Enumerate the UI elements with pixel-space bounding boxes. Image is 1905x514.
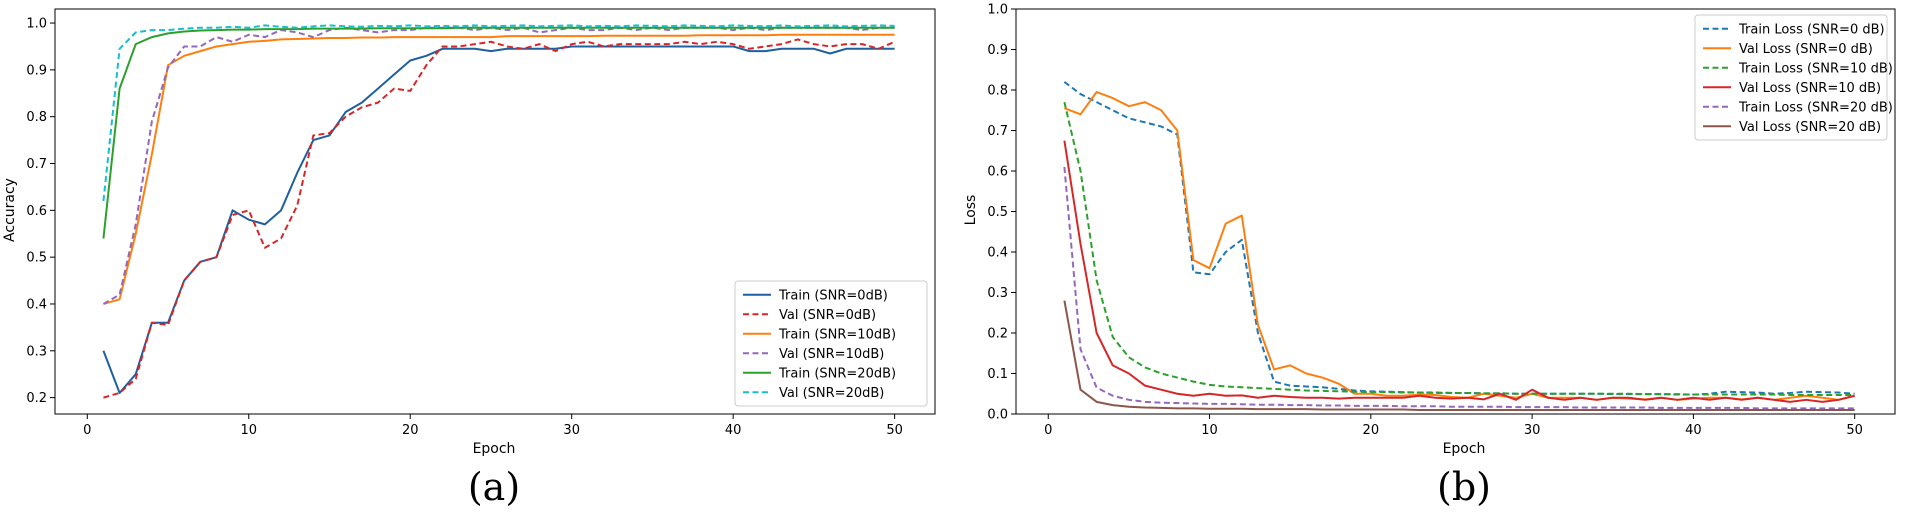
loss-x-tick-label: 30: [1524, 423, 1541, 438]
loss-legend: Train Loss (SNR=0 dB) Val Loss (SNR=0 dB)…: [1694, 14, 1893, 141]
accuracy-legend-label: Train (SNR=0dB): [778, 288, 888, 303]
loss-y-tick-label: 0.6: [987, 165, 1008, 180]
accuracy-legend: Train (SNR=0dB) Val (SNR=0dB) Train (SNR=1…: [734, 280, 928, 407]
accuracy-y-tick-label: 0.7: [26, 157, 47, 172]
accuracy-y-axis-label: Accuracy: [2, 178, 18, 242]
accuracy-series-6-line: [102, 24, 895, 202]
loss-series-3-line: [1063, 101, 1855, 396]
loss-legend-label: Val Loss (SNR=20 dB): [1739, 120, 1881, 135]
accuracy-x-tick-label: 50: [886, 423, 903, 438]
accuracy-legend-label: Train (SNR=20dB): [778, 366, 896, 381]
accuracy-y-tick-label: 0.3: [26, 344, 47, 359]
loss-y-axis-label: Loss: [963, 195, 979, 226]
loss-panel-caption: (b): [1437, 465, 1491, 509]
loss-y-tick-label: 0.1: [987, 367, 1008, 382]
loss-x-tick-label: 20: [1363, 423, 1380, 438]
loss-y-tick-label: 0.8: [987, 84, 1008, 99]
loss-legend-label: Train Loss (SNR=0 dB): [1738, 22, 1885, 37]
accuracy-y-tick-label: 0.8: [26, 110, 47, 125]
loss-y-tick-label: 1.0: [987, 3, 1008, 18]
loss-y-tick-label: 0.9: [987, 43, 1008, 58]
accuracy-axes-frame: [54, 8, 936, 415]
loss-legend-label: Train Loss (SNR=20 dB): [1738, 100, 1893, 115]
accuracy-x-tick-label: 10: [240, 423, 257, 438]
accuracy-y-tick-label: 0.6: [26, 204, 47, 219]
loss-x-tick-label: 10: [1201, 423, 1218, 438]
loss-x-tick-label: 40: [1685, 423, 1702, 438]
accuracy-legend-box: [734, 280, 928, 407]
accuracy-legend-label: Val (SNR=10dB): [779, 347, 884, 362]
accuracy-x-tick-label: 40: [725, 423, 742, 438]
loss-y-tick-label: 0.5: [987, 205, 1008, 220]
accuracy-legend-label: Train (SNR=10dB): [778, 327, 896, 342]
accuracy-y-tick-label: 1.0: [26, 17, 47, 32]
loss-y-tick-label: 0.2: [987, 327, 1008, 342]
accuracy-y-tick-label: 0.9: [26, 63, 47, 78]
loss-legend-label: Train Loss (SNR=10 dB): [1738, 61, 1893, 76]
loss-series-6-line: [1063, 300, 1855, 411]
loss-y-tick-label: 0.0: [987, 408, 1008, 423]
accuracy-x-tick-label: 30: [563, 423, 580, 438]
accuracy-x-tick-label: 20: [402, 423, 419, 438]
loss-x-tick-label: 50: [1846, 423, 1863, 438]
accuracy-legend-label: Val (SNR=20dB): [779, 386, 884, 401]
accuracy-y-tick-label: 0.4: [26, 297, 47, 312]
accuracy-series-1-line: [102, 45, 895, 394]
accuracy-x-tick-label: 0: [83, 423, 91, 438]
accuracy-chart-panel: Accuracy Epoch (a) 0 10 20 30 40 50 0.2 0.3 0.4 0…: [2, 8, 936, 509]
loss-plot-area: [1063, 81, 1855, 411]
loss-y-tick-label: 0.3: [987, 286, 1008, 301]
loss-series-5-line: [1063, 166, 1855, 410]
loss-series-4-line: [1063, 140, 1855, 403]
loss-y-tick-label: 0.7: [987, 124, 1008, 139]
loss-y-tick-label: 0.4: [987, 246, 1008, 261]
accuracy-series-4-line: [102, 26, 895, 305]
loss-chart-panel: Loss Epoch (b) 0 10 20 30 40 50 0.0 0.1 0.2 0.3 0.…: [963, 3, 1896, 509]
accuracy-y-tick-label: 0.2: [26, 391, 47, 406]
accuracy-panel-caption: (a): [468, 465, 520, 509]
loss-x-axis-label: Epoch: [1443, 441, 1486, 457]
accuracy-y-tick-label: 0.5: [26, 251, 47, 266]
loss-legend-label: Val Loss (SNR=0 dB): [1739, 42, 1873, 57]
loss-legend-box: [1694, 14, 1888, 141]
loss-x-tick-label: 0: [1044, 423, 1052, 438]
accuracy-series-2-line: [103, 38, 896, 399]
accuracy-series-5-line: [102, 26, 895, 239]
accuracy-plot-area: [102, 24, 896, 399]
accuracy-series-3-line: [103, 33, 895, 305]
accuracy-legend-label: Val (SNR=0dB): [779, 308, 876, 323]
accuracy-x-axis-label: Epoch: [473, 441, 516, 457]
loss-legend-label: Val Loss (SNR=10 dB): [1739, 81, 1881, 96]
